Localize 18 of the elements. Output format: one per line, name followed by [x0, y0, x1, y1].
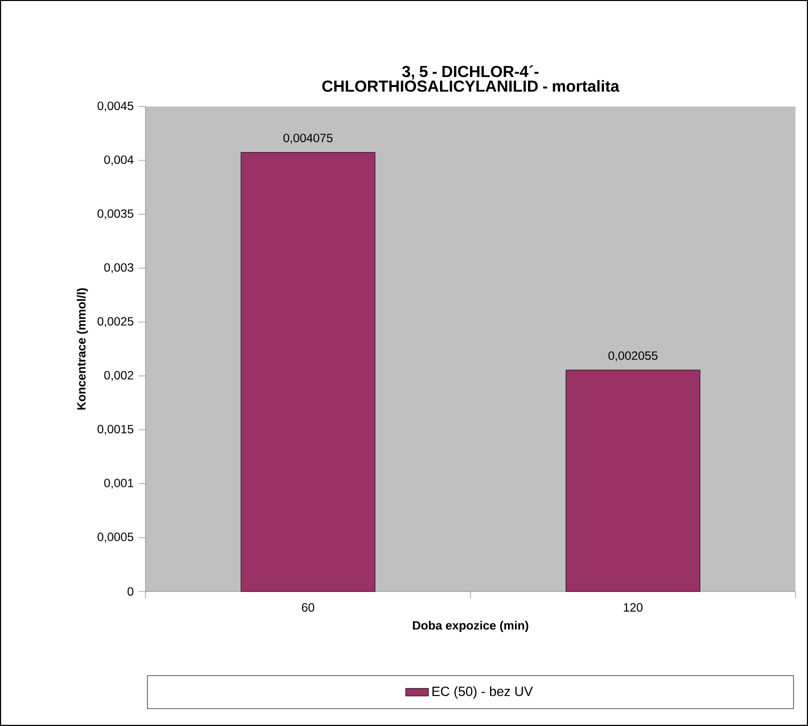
y-tick-label: 0,002: [104, 370, 134, 381]
x-axis-title: Doba expozice (min): [412, 620, 528, 632]
y-tick-label: 0,0005: [98, 532, 134, 543]
x-tick-label: 120: [624, 603, 643, 612]
data-label: 0,002055: [608, 351, 658, 362]
y-tick-label: 0,0045: [98, 102, 134, 112]
legend-label: EC (50) - bez UV: [432, 686, 533, 699]
y-tick-label: 0,0035: [98, 209, 134, 220]
y-tick-label: 0: [128, 587, 134, 596]
y-tick-label: 0,004: [104, 155, 134, 166]
y-tick-label: 0,003: [104, 263, 134, 274]
x-tick-label: 60: [302, 603, 314, 612]
y-axis-title: Koncentrace (mmol/l): [76, 288, 88, 410]
y-tick-label: 0,0025: [98, 317, 134, 328]
y-tick-label: 0,0015: [98, 424, 134, 435]
chart-title: 3, 5 - DICHLOR-4´-CHLORTHIOSALICYLANILID - mortalita: [322, 65, 620, 92]
y-tick-label: 0,001: [104, 478, 134, 489]
data-label: 0,004075: [283, 134, 333, 144]
